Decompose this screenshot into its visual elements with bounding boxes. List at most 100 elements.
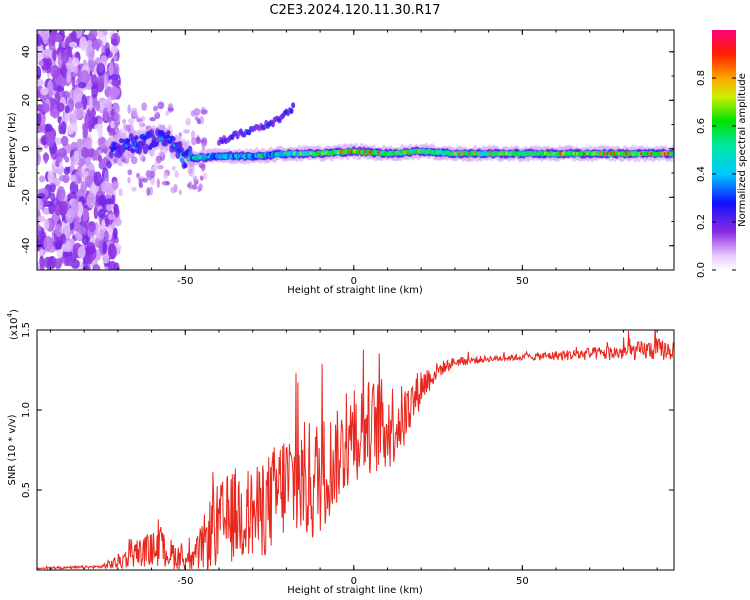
colorbar-tick-label: 0.8 <box>696 70 707 86</box>
y-tick-label: 1.0 <box>21 402 32 418</box>
spectrogram-cell <box>64 156 70 163</box>
spectrogram-cell <box>94 123 104 131</box>
svg-text:(x104): (x104) <box>6 309 20 340</box>
spectrogram-cell <box>127 177 131 184</box>
spectrogram-x-ticks: -50 0 50 <box>49 30 658 287</box>
spectrogram-cell <box>56 185 66 202</box>
spectrogram-cell <box>146 187 151 197</box>
spectrogram-cell <box>46 57 53 68</box>
spectrogram-cell <box>131 186 137 192</box>
spectrogram-cell <box>91 74 98 86</box>
spectrogram-cell <box>178 145 183 151</box>
spectrogram-cell <box>37 113 42 127</box>
spectrogram-cell <box>203 172 208 180</box>
spectrogram-cell <box>40 114 46 123</box>
spectrogram-cell <box>142 135 148 141</box>
spectrogram-cell <box>55 240 63 250</box>
spectrogram-cell <box>81 235 89 246</box>
spectrogram-cell <box>93 206 98 220</box>
spectrogram-cell <box>37 261 41 270</box>
spectrogram-cell <box>113 119 119 130</box>
spectrogram-cell <box>48 201 55 215</box>
spectrogram-x-axis-label: Height of straight line (km) <box>287 285 423 296</box>
x-tick-label: 50 <box>516 276 529 287</box>
spectrogram-cell <box>201 141 206 152</box>
spectrogram-cell <box>167 107 174 112</box>
spectrogram-cell <box>145 169 152 178</box>
spectrogram-cell <box>98 62 104 73</box>
spectrogram-cell <box>54 223 62 237</box>
spectrogram-cell <box>105 47 110 57</box>
spectrogram-cell <box>71 76 76 88</box>
spectrogram-cell <box>66 69 71 84</box>
snr-multiplier-base: (x10 <box>9 317 20 340</box>
spectrogram-cell <box>60 233 66 245</box>
spectrogram-cell <box>138 177 143 188</box>
spectrogram-cell <box>141 177 148 183</box>
spectrogram-cell <box>97 78 106 85</box>
spectrogram-cell <box>54 90 61 106</box>
spectrogram-cell <box>192 175 198 184</box>
spectrogram-cell <box>56 102 65 112</box>
spectrogram-cell <box>270 121 275 128</box>
spectrogram-cell <box>122 138 127 144</box>
colorbar-tick-label: 0.6 <box>696 118 707 134</box>
spectrogram-cell <box>58 200 68 217</box>
spectrogram-cell <box>188 150 193 156</box>
spectrogram-cell <box>262 124 267 131</box>
spectrogram-cell <box>135 115 140 121</box>
spectrogram-y-axis-label: Frequency (Hz) <box>7 112 18 188</box>
spectrogram-cell <box>100 158 107 168</box>
spectrogram-cell <box>48 33 57 44</box>
spectrogram-cell <box>171 136 176 142</box>
spectrogram-cell <box>289 107 294 114</box>
spectrogram-cell <box>102 241 107 255</box>
spectrogram-cell <box>165 110 170 116</box>
spectrogram-cell <box>86 242 96 255</box>
spectrogram-cell <box>37 192 46 200</box>
colorbar-tick-label: 0.0 <box>696 262 707 278</box>
spectrogram-cell <box>51 177 58 184</box>
spectrogram-cell <box>41 30 50 45</box>
spectrogram-cell <box>44 123 53 133</box>
spectrogram-cell <box>127 104 131 115</box>
spectrogram-cell <box>179 157 185 163</box>
spectrogram-cell <box>73 150 80 165</box>
spectrogram-cell <box>102 253 110 264</box>
y-tick-label: 0.5 <box>21 482 32 498</box>
spectrogram-cell <box>77 82 87 89</box>
spectrogram-cell <box>67 123 75 135</box>
spectrogram-cell <box>62 174 70 184</box>
spectrogram-cell <box>112 181 119 187</box>
spectrogram-cell <box>64 36 74 52</box>
spectrogram-cell <box>98 228 105 241</box>
y-tick-label: -20 <box>21 189 32 205</box>
spectrogram-cell <box>125 138 131 144</box>
spectrogram-cell <box>54 258 63 269</box>
spectrogram-cell <box>111 79 121 87</box>
spectrogram-cell <box>43 48 53 57</box>
snr-y-axis-label: SNR (10 * v/v) <box>7 414 18 485</box>
spectrogram-cell <box>149 142 154 148</box>
spectrogram-cell <box>98 139 107 149</box>
spectrogram-cell <box>176 141 181 147</box>
spectrogram-cell <box>70 174 77 182</box>
spectrogram-cell <box>47 80 54 92</box>
spectrogram-cell <box>156 178 161 189</box>
spectrogram-cell <box>183 163 188 169</box>
spectrogram-cell <box>37 224 42 232</box>
spectrogram-cell <box>171 165 176 171</box>
spectrogram-cell <box>49 108 60 118</box>
spectrogram-cell <box>110 45 119 55</box>
spectrogram-cell <box>109 74 119 81</box>
spectrogram-cell <box>137 140 142 146</box>
spectrogram-cell <box>72 57 80 68</box>
spectrogram-cell <box>40 86 49 96</box>
spectrogram-cell <box>120 147 126 153</box>
snr-frame <box>36 329 675 571</box>
spectrogram-cell <box>79 69 90 86</box>
spectrogram-cell <box>102 107 109 122</box>
spectrogram-cell <box>61 51 70 64</box>
spectrogram-cell <box>197 186 202 193</box>
spectrogram-cell <box>104 230 109 242</box>
